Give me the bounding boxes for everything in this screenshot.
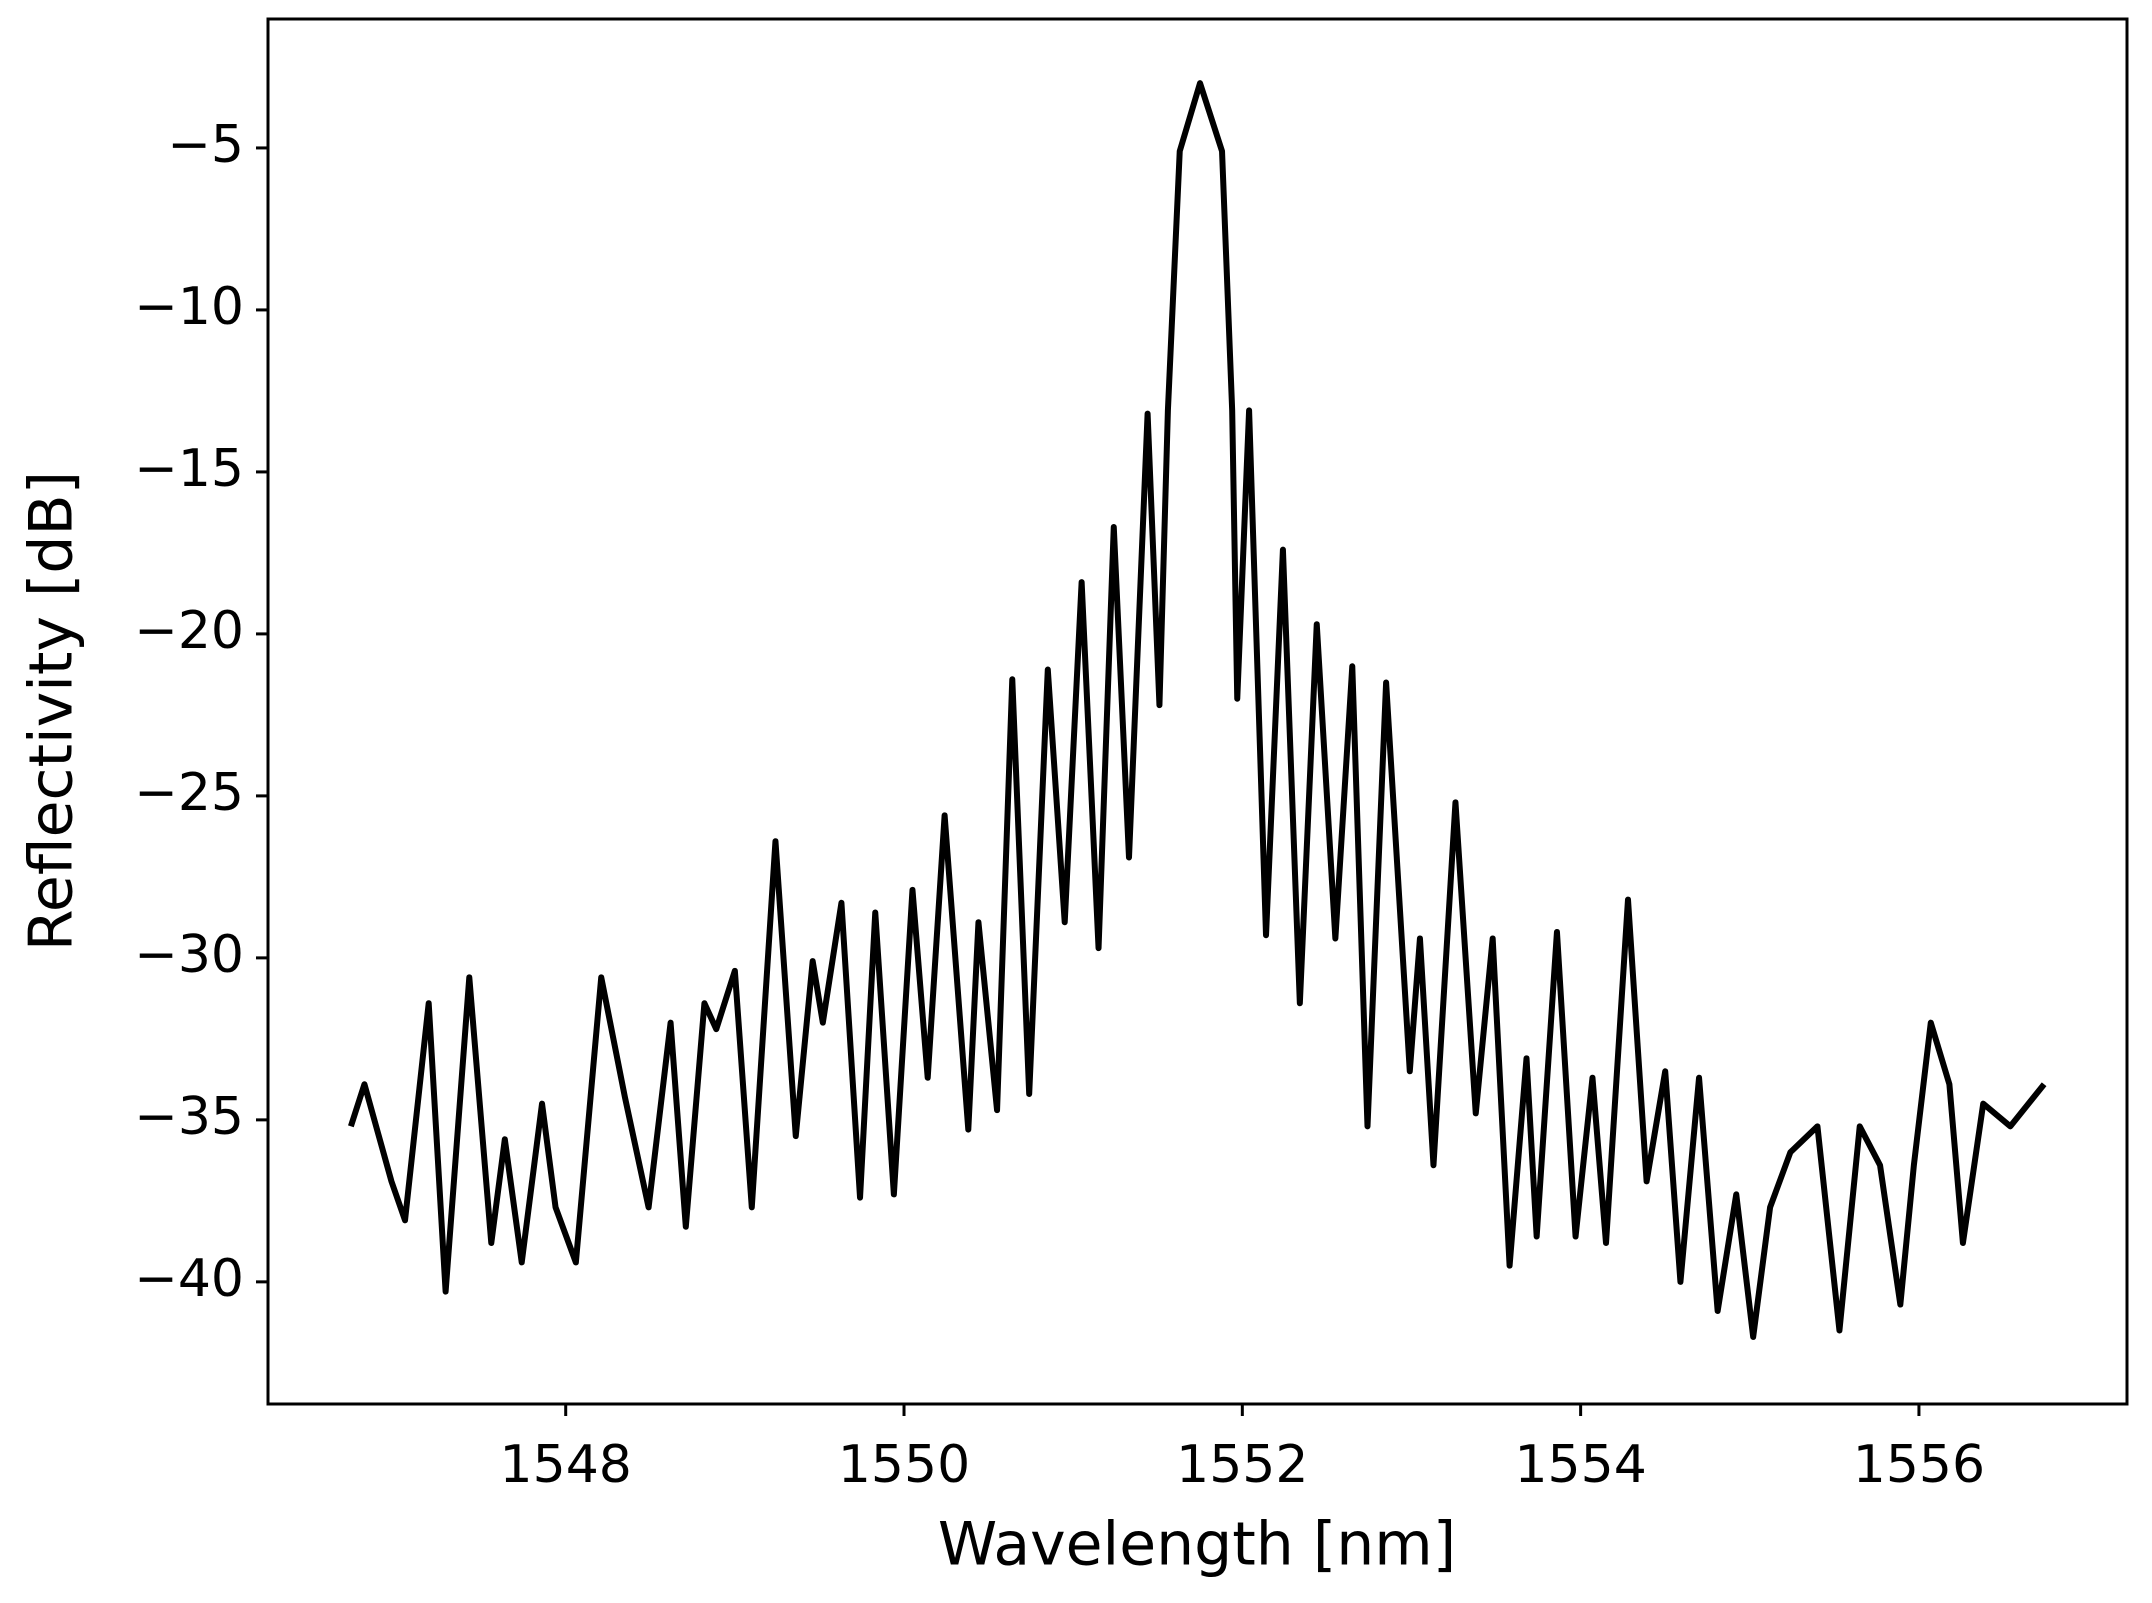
x-tick-label: 1552: [1176, 1435, 1308, 1495]
x-tick-label: 1554: [1514, 1435, 1646, 1495]
x-axis-label: Wavelength [nm]: [938, 1510, 1456, 1580]
y-tick-label: −25: [134, 763, 244, 823]
y-tick-label: −30: [134, 925, 244, 985]
data-line: [348, 80, 2047, 1340]
y-tick-label: −5: [167, 115, 244, 175]
y-tick-label: −35: [134, 1087, 244, 1147]
y-axis-label: Reflectivity [dB]: [17, 471, 87, 951]
y-tick-label: −15: [134, 439, 244, 499]
y-tick-label: −40: [134, 1249, 244, 1309]
x-tick-label: 1548: [500, 1435, 632, 1495]
x-tick-label: 1550: [838, 1435, 970, 1495]
y-tick-label: −10: [134, 277, 244, 337]
y-tick-label: −20: [134, 601, 244, 661]
x-tick-label: 1556: [1853, 1435, 1985, 1495]
plot-frame: [266, 17, 2129, 1406]
